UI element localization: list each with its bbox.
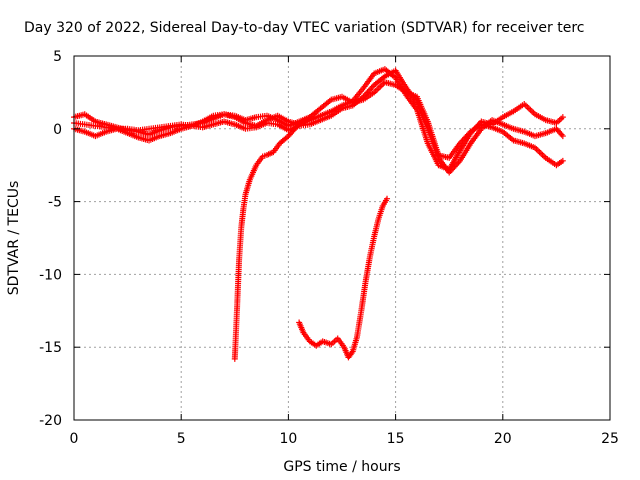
- series-track-d: [231, 114, 313, 362]
- data-point: [559, 133, 566, 140]
- y-tick-label: -10: [39, 267, 62, 283]
- x-tick-label: 5: [177, 431, 186, 447]
- series-track-e: [296, 195, 391, 361]
- data-marks: [71, 66, 566, 362]
- x-tick-label: 15: [387, 431, 405, 447]
- x-tick-label: 0: [70, 431, 79, 447]
- x-tick-label: 20: [494, 431, 512, 447]
- y-tick-label: 5: [53, 49, 62, 65]
- y-tick-label: -20: [39, 413, 62, 429]
- y-tick-label: 0: [53, 122, 62, 138]
- x-tick-label: 25: [601, 431, 619, 447]
- data-point: [559, 157, 566, 164]
- series-track-c: [71, 67, 566, 176]
- y-tick-label: -5: [48, 195, 62, 211]
- data-point: [306, 114, 313, 121]
- axis-ticks: 0 5 10 15 20 25 5 0 -5 -10 -15 -20: [39, 49, 619, 447]
- y-tick-label: -15: [39, 340, 62, 356]
- x-axis-label: GPS time / hours: [283, 459, 400, 475]
- y-axis-label: SDTVAR / TECUs: [6, 181, 22, 296]
- data-point: [384, 195, 391, 202]
- chart-title: Day 320 of 2022, Sidereal Day-to-day VTE…: [24, 20, 584, 36]
- plot-frame: [73, 55, 611, 421]
- data-point: [559, 114, 566, 121]
- x-tick-label: 10: [279, 431, 297, 447]
